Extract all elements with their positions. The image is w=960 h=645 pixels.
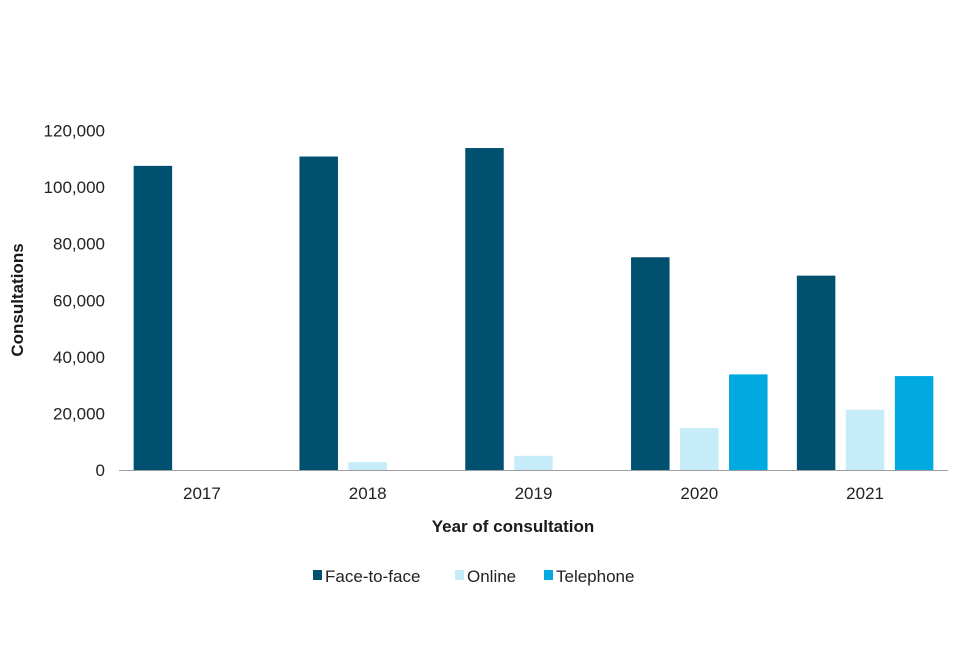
- x-axis-title: Year of consultation: [432, 517, 594, 536]
- y-tick-label: 80,000: [53, 235, 105, 254]
- legend-label: Online: [467, 567, 516, 586]
- y-axis-ticks: 0 20,000 40,000 60,000 80,000 100,000 120,000: [44, 122, 105, 481]
- y-tick-label: 60,000: [53, 291, 105, 310]
- x-tick-label: 2017: [183, 484, 221, 503]
- bar-face-to-face-2017: [133, 165, 173, 471]
- y-axis-title: Consultations: [8, 243, 27, 356]
- bar-face-to-face-2018: [299, 156, 338, 471]
- y-tick-label: 100,000: [44, 178, 105, 197]
- y-tick-label: 0: [96, 461, 105, 480]
- legend-swatch: [455, 570, 464, 580]
- bar-online-2019: [514, 455, 553, 470]
- bar-online-2020: [680, 428, 719, 470]
- bar-online-2021: [845, 409, 885, 470]
- bar-telephone-2021: [894, 376, 934, 470]
- x-axis-ticks: 2017 2018 2019 2020 2021: [183, 484, 884, 503]
- bar-telephone-2020: [729, 374, 768, 470]
- legend-label: Face-to-face: [325, 567, 420, 586]
- bars: [133, 148, 934, 471]
- x-tick-label: 2020: [680, 484, 718, 503]
- legend-swatch: [313, 570, 322, 580]
- legend-item-face-to-face: Face-to-face: [313, 567, 420, 586]
- legend: Face-to-face Online Telephone: [313, 567, 634, 586]
- y-tick-label: 120,000: [44, 122, 105, 141]
- legend-item-online: Online: [455, 567, 516, 586]
- bar-face-to-face-2020: [631, 257, 670, 470]
- legend-item-telephone: Telephone: [544, 567, 634, 586]
- y-tick-label: 20,000: [53, 404, 105, 423]
- x-tick-label: 2021: [846, 484, 884, 503]
- x-tick-label: 2018: [349, 484, 387, 503]
- bar-face-to-face-2021: [796, 275, 836, 470]
- bar-face-to-face-2019: [465, 148, 504, 470]
- legend-label: Telephone: [556, 567, 634, 586]
- bar-online-2018: [348, 462, 387, 470]
- y-tick-label: 40,000: [53, 348, 105, 367]
- legend-swatch: [544, 570, 553, 580]
- x-tick-label: 2019: [515, 484, 553, 503]
